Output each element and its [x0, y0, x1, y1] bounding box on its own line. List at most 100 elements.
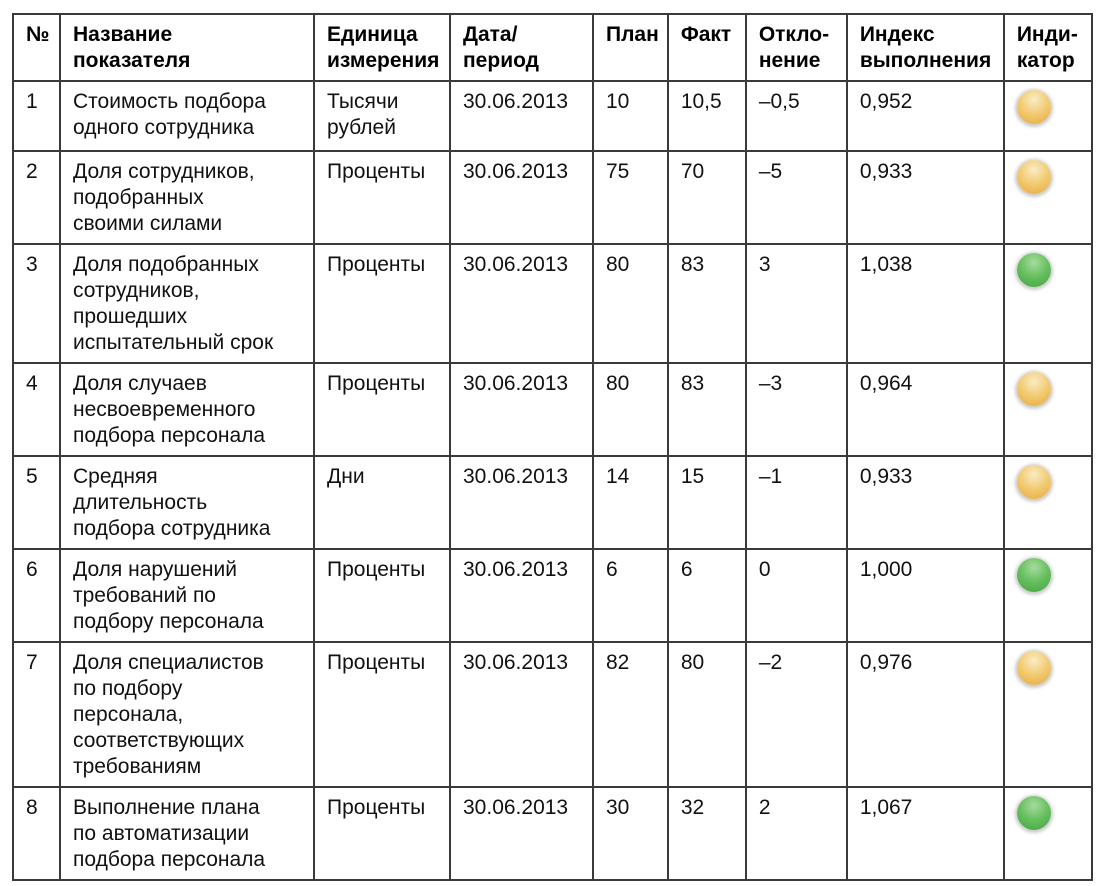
cell-unit: Дни [313, 455, 451, 550]
table-row: 2 Доля сотрудников, подобранных своими с… [12, 150, 1093, 245]
kpi-report-page: № Название показателя Единица измерения … [0, 13, 1108, 886]
cell-number: 2 [12, 150, 61, 245]
cell-deviation: 2 [744, 786, 848, 881]
table-row: 8 Выполнение плана по автоматизации подб… [12, 786, 1093, 881]
cell-indicator [1002, 150, 1093, 245]
col-header-unit: Единица измерения [313, 13, 451, 82]
cell-number: 3 [12, 243, 61, 364]
cell-date: 30.06.2013 [449, 150, 594, 245]
cell-indicator [1002, 786, 1093, 881]
col-header-name: Название показателя [59, 13, 315, 82]
cell-plan: 80 [592, 362, 669, 457]
col-header-plan: План [592, 13, 669, 82]
cell-name: Доля сотрудников, подобранных своими сил… [59, 150, 315, 245]
cell-number: 5 [12, 455, 61, 550]
status-indicator-icon [1016, 651, 1051, 685]
cell-number: 4 [12, 362, 61, 457]
cell-deviation: 3 [744, 243, 848, 364]
cell-deviation: –2 [744, 641, 848, 788]
col-header-indicator: Инди- катор [1002, 13, 1093, 82]
cell-index: 0,952 [845, 80, 1005, 152]
table-row: 3 Доля подобранных сотрудников, прошедши… [12, 243, 1093, 364]
table-row: 5 Средняя длительность подбора сотрудник… [12, 455, 1093, 550]
cell-date: 30.06.2013 [449, 80, 594, 152]
cell-number: 8 [12, 786, 61, 881]
col-header-date: Дата/ период [449, 13, 594, 82]
header-row: № Название показателя Единица измерения … [12, 13, 1093, 82]
cell-deviation: –3 [744, 362, 848, 457]
cell-name: Стоимость подбора одного сотрудника [59, 80, 315, 152]
cell-fact: 6 [666, 548, 747, 643]
cell-fact: 83 [666, 362, 747, 457]
cell-date: 30.06.2013 [449, 362, 594, 457]
cell-name: Доля нарушений требований по подбору пер… [59, 548, 315, 643]
cell-plan: 30 [592, 786, 669, 881]
cell-name: Доля случаев несвоевременного подбора пе… [59, 362, 315, 457]
cell-index: 1,000 [845, 548, 1005, 643]
cell-deviation: –1 [744, 455, 848, 550]
cell-fact: 80 [666, 641, 747, 788]
cell-number: 1 [12, 80, 61, 152]
cell-unit: Проценты [313, 243, 451, 364]
cell-indicator [1002, 548, 1093, 643]
cell-number: 7 [12, 641, 61, 788]
kpi-table: № Название показателя Единица измерения … [12, 13, 1093, 881]
status-indicator-icon [1016, 90, 1051, 124]
status-indicator-icon [1016, 372, 1051, 406]
cell-date: 30.06.2013 [449, 641, 594, 788]
cell-name: Доля подобранных сотрудников, прошедших … [59, 243, 315, 364]
cell-indicator [1002, 362, 1093, 457]
cell-deviation: –0,5 [744, 80, 848, 152]
cell-fact: 15 [666, 455, 747, 550]
cell-name: Выполнение плана по автоматизации подбор… [59, 786, 315, 881]
table-row: 4 Доля случаев несвоевременного подбора … [12, 362, 1093, 457]
cell-plan: 82 [592, 641, 669, 788]
cell-plan: 75 [592, 150, 669, 245]
status-indicator-icon [1016, 558, 1051, 592]
status-indicator-icon [1016, 465, 1051, 499]
cell-fact: 70 [666, 150, 747, 245]
cell-index: 0,964 [845, 362, 1005, 457]
status-indicator-icon [1016, 796, 1051, 830]
table-row: 6 Доля нарушений требований по подбору п… [12, 548, 1093, 643]
cell-date: 30.06.2013 [449, 548, 594, 643]
cell-indicator [1002, 455, 1093, 550]
cell-plan: 6 [592, 548, 669, 643]
cell-name: Доля специалистов по подбору персонала, … [59, 641, 315, 788]
table-row: 7 Доля специалистов по подбору персонала… [12, 641, 1093, 788]
cell-index: 1,038 [845, 243, 1005, 364]
col-header-number: № [12, 13, 61, 82]
cell-index: 0,933 [845, 150, 1005, 245]
cell-index: 0,933 [845, 455, 1005, 550]
status-indicator-icon [1016, 160, 1051, 194]
col-header-index: Индекс выполнения [845, 13, 1005, 82]
cell-fact: 83 [666, 243, 747, 364]
cell-index: 0,976 [845, 641, 1005, 788]
cell-unit: Проценты [313, 150, 451, 245]
cell-fact: 10,5 [666, 80, 747, 152]
table-row: 1 Стоимость подбора одного сотрудника Ты… [12, 80, 1093, 152]
cell-name: Средняя длительность подбора сотрудника [59, 455, 315, 550]
cell-unit: Проценты [313, 786, 451, 881]
cell-deviation: 0 [744, 548, 848, 643]
cell-indicator [1002, 243, 1093, 364]
cell-plan: 80 [592, 243, 669, 364]
cell-unit: Проценты [313, 641, 451, 788]
cell-date: 30.06.2013 [449, 455, 594, 550]
cell-number: 6 [12, 548, 61, 643]
cell-fact: 32 [666, 786, 747, 881]
cell-indicator [1002, 80, 1093, 152]
cell-unit: Проценты [313, 548, 451, 643]
cell-index: 1,067 [845, 786, 1005, 881]
cell-plan: 10 [592, 80, 669, 152]
cell-unit: Тысячи рублей [313, 80, 451, 152]
cell-indicator [1002, 641, 1093, 788]
cell-plan: 14 [592, 455, 669, 550]
cell-date: 30.06.2013 [449, 243, 594, 364]
col-header-deviation: Откло- нение [744, 13, 848, 82]
cell-deviation: –5 [744, 150, 848, 245]
status-indicator-icon [1016, 253, 1051, 287]
col-header-fact: Факт [666, 13, 747, 82]
cell-date: 30.06.2013 [449, 786, 594, 881]
cell-unit: Проценты [313, 362, 451, 457]
